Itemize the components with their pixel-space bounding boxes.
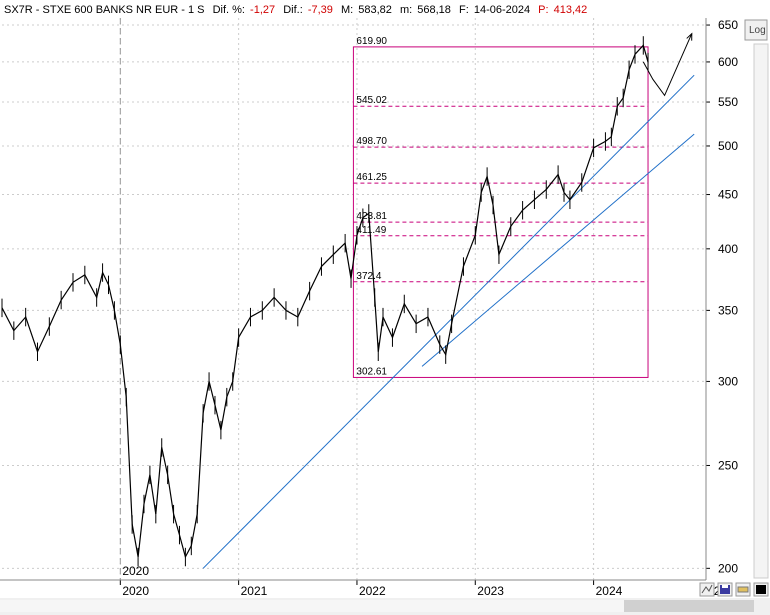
header-price-value: 413,42 bbox=[554, 4, 588, 16]
y-tick-label: 250 bbox=[718, 458, 738, 472]
folder-icon bbox=[737, 586, 749, 593]
grid bbox=[2, 18, 706, 580]
fib-level-label: 302.61 bbox=[356, 366, 387, 377]
fib-level-label: 372.4 bbox=[356, 271, 381, 282]
save-button[interactable] bbox=[717, 582, 733, 597]
y-tick-label: 600 bbox=[718, 55, 738, 69]
y-axis: 200 250 300 350 400 450 500 550 600 650 bbox=[706, 18, 738, 575]
x-tick-label: 2023 bbox=[477, 584, 504, 598]
price-series bbox=[1, 36, 649, 567]
projection-path bbox=[642, 33, 693, 97]
projection-arrow[interactable] bbox=[642, 32, 693, 97]
header-dif-label: Dif.: bbox=[283, 4, 303, 16]
header-date-label: F: bbox=[459, 4, 469, 16]
header-dif-pct-label: Dif. %: bbox=[213, 4, 245, 16]
header-date-value: 14-06-2024 bbox=[474, 4, 530, 16]
header-dif-pct-value: -1,27 bbox=[250, 4, 275, 16]
x-tick-label: 2020 bbox=[122, 584, 149, 598]
chart-type-button[interactable] bbox=[699, 582, 715, 597]
vertical-scrollbar[interactable] bbox=[753, 43, 769, 579]
y-tick-label: 350 bbox=[718, 303, 738, 317]
save-icon bbox=[720, 585, 730, 594]
y-tick-label: 550 bbox=[718, 95, 738, 109]
color-button[interactable] bbox=[753, 582, 769, 597]
fib-level-label: 619.90 bbox=[356, 36, 387, 47]
header-high-value: 583,82 bbox=[358, 4, 392, 16]
color-swatch-icon bbox=[756, 585, 766, 594]
x-tick-label: 2021 bbox=[241, 584, 268, 598]
x-tick-label: 2020 bbox=[122, 564, 149, 578]
header-info: SX7R - STXE 600 BANKS NR EUR - 1 S Dif. … bbox=[4, 4, 587, 16]
horizontal-scrollbar-thumb[interactable] bbox=[624, 600, 754, 612]
fib-box bbox=[352, 46, 649, 378]
horizontal-scrollbar-track[interactable] bbox=[0, 600, 624, 612]
fib-level-label: 461.25 bbox=[356, 172, 387, 183]
fibonacci-retracement[interactable]: 619.90 545.02 498.70 461.25 423.81 411.49 372.… bbox=[352, 36, 649, 378]
x-tick-label: 2022 bbox=[359, 584, 386, 598]
log-scale-button[interactable]: Log bbox=[744, 19, 768, 41]
arrowhead bbox=[686, 32, 693, 41]
header-symbol: SX7R - STXE 600 BANKS NR EUR - 1 S bbox=[4, 4, 205, 16]
y-tick-label: 200 bbox=[718, 561, 738, 575]
fib-level-label: 423.81 bbox=[356, 211, 387, 222]
y-tick-label: 500 bbox=[718, 139, 738, 153]
y-tick-label: 400 bbox=[718, 242, 738, 256]
x-axis: 20202020202120222023202420 bbox=[119, 564, 728, 598]
header-dif-value: -7,39 bbox=[308, 4, 333, 16]
header-high-label: M: bbox=[341, 4, 353, 16]
fib-level-label: 545.02 bbox=[356, 95, 387, 106]
fib-level-label: 498.70 bbox=[356, 136, 387, 147]
y-tick-label: 300 bbox=[718, 374, 738, 388]
trend-lines[interactable] bbox=[202, 74, 695, 569]
header-low-value: 568,18 bbox=[417, 4, 451, 16]
y-tick-label: 650 bbox=[718, 18, 738, 32]
trend-line bbox=[421, 133, 695, 367]
fib-level-label: 411.49 bbox=[356, 225, 386, 236]
chart-type-icon bbox=[701, 584, 713, 594]
trend-line bbox=[202, 74, 695, 569]
header-low-label: m: bbox=[400, 4, 412, 16]
y-tick-label: 450 bbox=[718, 188, 738, 202]
x-tick-label: 2024 bbox=[596, 584, 623, 598]
log-button-label: Log bbox=[749, 25, 766, 36]
header-price-label: P: bbox=[538, 4, 548, 16]
open-button[interactable] bbox=[735, 582, 751, 597]
